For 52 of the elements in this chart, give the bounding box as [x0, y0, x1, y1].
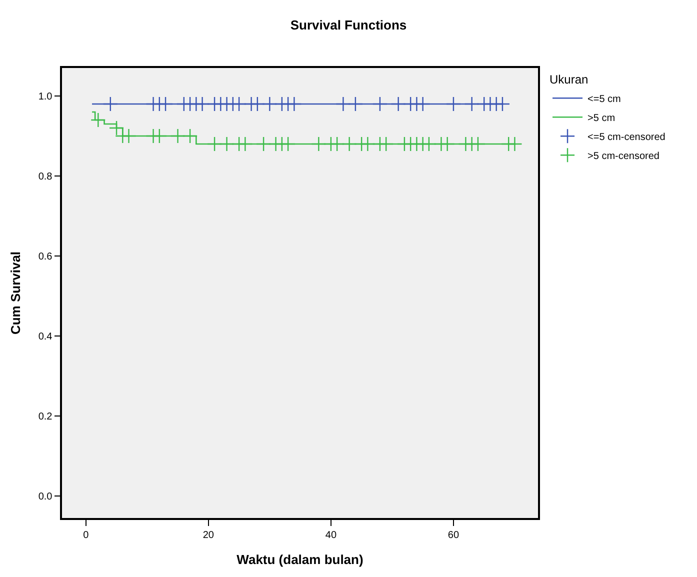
point [311, 136, 326, 152]
point [470, 136, 486, 152]
legend-label: <=5 cm-censored [588, 132, 666, 143]
y-tick-label: 1.0 [38, 92, 53, 102]
point [170, 128, 186, 144]
legend-label: >5 cm-censored [588, 151, 660, 162]
y-axis-title: Cum Survival [8, 251, 23, 335]
point [421, 136, 437, 152]
point [256, 136, 272, 152]
point [206, 136, 222, 152]
x-tick-label: 20 [202, 530, 214, 541]
point [464, 96, 480, 112]
y-tick-label: 0.0 [38, 492, 53, 502]
point [102, 96, 118, 112]
legend-label: >5 cm [588, 113, 616, 124]
legend-label: <=5 cm [588, 94, 621, 105]
point [329, 136, 345, 152]
point [360, 136, 376, 152]
legend-title: Ukuran [550, 72, 588, 87]
chart-title: Survival Functions [290, 17, 407, 32]
y-tick-label: 0.8 [38, 172, 53, 182]
y-tick-label: 0.4 [38, 332, 53, 342]
point [219, 136, 234, 152]
y-tick-label: 0.2 [38, 412, 53, 422]
point [194, 96, 210, 112]
point [336, 96, 351, 112]
point [446, 96, 462, 112]
point [90, 112, 106, 128]
point [348, 96, 364, 112]
point [415, 96, 430, 112]
point [494, 96, 510, 112]
point [342, 136, 357, 152]
x-axis-title: Waktu (dalam bulan) [236, 552, 364, 567]
point [152, 128, 168, 144]
point [182, 128, 198, 144]
point [250, 96, 266, 112]
point [121, 128, 136, 144]
point [440, 136, 455, 152]
point [378, 136, 394, 152]
x-tick-label: 60 [448, 530, 460, 541]
point [372, 96, 388, 112]
y-tick-label: 0.6 [38, 252, 53, 262]
x-tick-label: 40 [325, 530, 337, 541]
point [238, 136, 253, 152]
point [390, 96, 406, 112]
point [286, 96, 302, 112]
point [507, 136, 522, 152]
point [158, 96, 174, 112]
x-tick-label: 0 [83, 530, 90, 541]
point [280, 136, 296, 152]
point [231, 96, 247, 112]
point [262, 96, 278, 112]
